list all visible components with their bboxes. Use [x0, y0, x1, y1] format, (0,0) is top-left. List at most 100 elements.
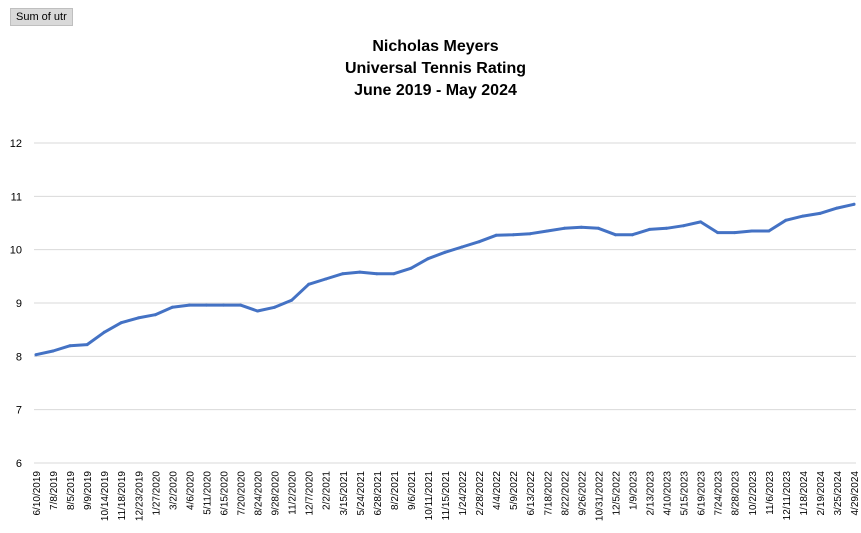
field-button-sum-of-utr[interactable]: Sum of utr [10, 8, 73, 26]
x-axis-tick-labels: 6/10/2019 7/8/2019 8/5/2019 9/9/2019 10/14/2… [32, 471, 861, 521]
x-tick-label: 7/18/2022 [543, 471, 554, 516]
x-tick-label: 11/15/2021 [441, 471, 452, 521]
x-tick-label: 2/19/2024 [816, 471, 827, 516]
data-point [528, 232, 532, 236]
x-tick-label: 5/24/2021 [356, 471, 367, 516]
data-point [34, 353, 38, 357]
data-point [273, 305, 277, 309]
x-tick-label: 12/5/2022 [611, 471, 622, 516]
x-tick-label: 7/20/2020 [237, 471, 248, 516]
data-point [51, 349, 55, 353]
x-tick-label: 8/24/2020 [254, 471, 265, 516]
data-point [136, 316, 140, 320]
data-point [716, 231, 720, 235]
y-tick-label: 9 [16, 298, 22, 310]
data-point [460, 245, 464, 249]
data-point [153, 313, 157, 317]
x-tick-label: 10/14/2019 [100, 471, 111, 521]
series-line-utr [34, 202, 856, 357]
data-point [596, 226, 600, 230]
y-axis-tick-labels: 6 7 8 9 10 11 12 [10, 138, 22, 470]
x-tick-label: 12/23/2019 [134, 471, 145, 521]
y-tick-label: 6 [16, 458, 22, 470]
x-tick-label: 7/24/2023 [714, 471, 725, 516]
chart-title-line-2: Universal Tennis Rating [344, 60, 527, 77]
data-point [648, 227, 651, 231]
y-tick-label: 10 [10, 245, 22, 257]
x-tick-label: 2/13/2023 [646, 471, 657, 516]
x-tick-label: 1/27/2020 [151, 471, 162, 516]
y-tick-label: 12 [10, 138, 22, 150]
data-point [733, 231, 737, 235]
data-point [767, 229, 771, 233]
data-point [85, 343, 89, 347]
data-point [222, 303, 225, 307]
data-point [801, 214, 805, 218]
data-point [631, 233, 634, 237]
x-tick-label: 10/2/2023 [748, 471, 759, 516]
x-tick-label: 3/25/2024 [833, 471, 844, 516]
chart-title-line-1: Nicholas Meyers [372, 38, 499, 55]
data-point [204, 303, 208, 307]
data-point [818, 211, 822, 215]
x-tick-label: 6/10/2019 [32, 471, 43, 516]
x-tick-label: 5/15/2023 [680, 471, 691, 516]
data-point [324, 277, 328, 281]
data-point [750, 229, 754, 233]
x-tick-label: 1/24/2022 [458, 471, 469, 516]
x-tick-label: 3/2/2020 [168, 471, 179, 510]
x-tick-label: 9/26/2022 [577, 471, 588, 516]
data-point [68, 344, 72, 348]
data-point [494, 233, 498, 237]
x-tick-label: 4/4/2022 [492, 471, 503, 510]
data-point [341, 272, 345, 276]
gridlines [34, 142, 856, 464]
x-tick-label: 9/6/2021 [407, 471, 418, 510]
x-tick-label: 10/11/2021 [424, 471, 435, 521]
data-point [613, 233, 617, 237]
data-point [119, 321, 123, 325]
x-tick-label: 6/13/2022 [526, 471, 537, 516]
x-tick-label: 9/28/2020 [271, 471, 282, 516]
x-tick-label: 2/2/2021 [322, 471, 333, 510]
series-utr [34, 202, 856, 357]
data-point [835, 206, 839, 210]
data-point [307, 282, 311, 286]
x-tick-label: 11/6/2023 [765, 471, 776, 515]
data-point [375, 272, 379, 276]
x-tick-label: 10/31/2022 [594, 471, 605, 521]
data-point [579, 225, 583, 229]
x-tick-label: 12/11/2023 [782, 471, 793, 521]
x-tick-label: 8/22/2022 [560, 471, 571, 516]
chart-title: Nicholas Meyers Universal Tennis Rating … [0, 36, 861, 102]
data-point [392, 272, 396, 276]
data-point [409, 266, 413, 270]
x-tick-label: 4/29/2024 [850, 471, 861, 516]
x-tick-label: 3/15/2021 [339, 471, 350, 516]
y-tick-label: 11 [11, 191, 22, 203]
x-tick-label: 12/7/2020 [305, 471, 316, 516]
data-point [784, 218, 788, 222]
x-tick-label: 9/9/2019 [83, 471, 94, 510]
data-point [256, 309, 259, 313]
data-point [545, 229, 549, 233]
x-tick-label: 6/15/2020 [219, 471, 230, 516]
y-tick-label: 8 [16, 351, 22, 363]
x-tick-label: 1/18/2024 [799, 471, 810, 516]
x-tick-label: 6/19/2023 [697, 471, 708, 516]
x-tick-label: 11/18/2019 [117, 471, 128, 521]
x-tick-label: 7/8/2019 [49, 471, 60, 510]
data-point [665, 226, 668, 230]
data-point [477, 240, 481, 244]
data-point [511, 233, 515, 237]
data-point [682, 224, 686, 228]
data-point [187, 303, 191, 307]
data-point [562, 226, 566, 230]
chart-title-line-3: June 2019 - May 2024 [354, 82, 517, 99]
data-point [426, 257, 430, 261]
x-tick-label: 8/28/2023 [731, 471, 742, 516]
data-point [443, 250, 447, 254]
x-tick-label: 5/11/2020 [202, 471, 213, 515]
x-tick-label: 4/6/2020 [185, 471, 196, 510]
